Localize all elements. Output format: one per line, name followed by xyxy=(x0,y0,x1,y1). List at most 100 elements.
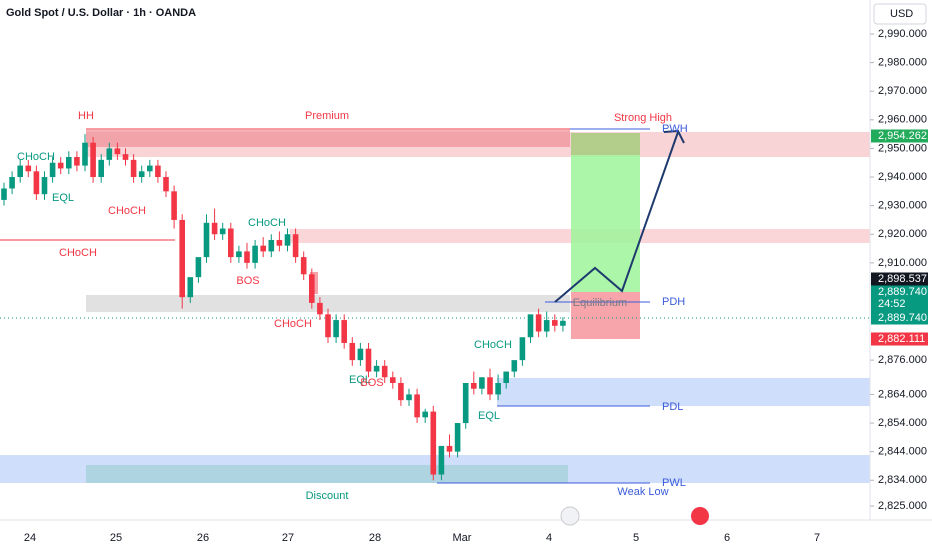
candle-body xyxy=(25,165,32,172)
candle-body xyxy=(41,177,48,195)
candle-body xyxy=(90,142,96,178)
candle-body xyxy=(260,245,266,252)
candle-body xyxy=(479,377,485,389)
candle-body xyxy=(527,314,534,338)
candle-body xyxy=(365,348,372,372)
candle-body xyxy=(300,257,307,275)
currency-box xyxy=(873,3,927,25)
annotation: EQL xyxy=(52,192,74,204)
target-box xyxy=(571,133,640,292)
candle-body xyxy=(495,382,501,395)
x-tick-label: 5 xyxy=(633,532,639,544)
candle-body xyxy=(130,159,137,178)
annotation: EQL xyxy=(478,410,500,422)
y-tick-label: 2,876.000 xyxy=(878,354,927,366)
candle-body xyxy=(195,257,202,278)
y-tick-label: 2,980.000 xyxy=(878,57,927,69)
candle-body xyxy=(203,222,210,258)
currency: USD xyxy=(890,8,913,20)
candle-body xyxy=(357,348,364,361)
y-tick-label: 2,930.000 xyxy=(878,200,927,212)
candle-body xyxy=(390,377,396,383)
price-label: 2,889.740 xyxy=(878,286,927,298)
candle-body xyxy=(147,165,153,172)
annotation: Equilibrium xyxy=(573,297,627,309)
y-tick-label: 2,920.000 xyxy=(878,228,927,240)
candle-body xyxy=(292,234,299,258)
candle-body xyxy=(373,365,380,372)
candle-body xyxy=(228,228,234,258)
candle-body xyxy=(560,320,566,326)
annotation: CHoCH xyxy=(108,205,146,217)
candle-body xyxy=(106,148,113,160)
candle-body xyxy=(333,320,339,338)
annotation: HH xyxy=(78,110,94,122)
x-tick-label: 27 xyxy=(282,532,294,544)
annotation: PWL xyxy=(662,477,686,489)
candle-body xyxy=(422,411,428,418)
stop-box xyxy=(571,292,640,339)
annotation: Strong High xyxy=(614,112,672,124)
candle-body xyxy=(122,154,129,160)
candle-body xyxy=(17,165,23,178)
candle-body xyxy=(284,234,291,246)
candle-body xyxy=(487,377,493,395)
annotation: CHoCH xyxy=(248,217,286,229)
candle-body xyxy=(325,314,331,338)
y-tick-label: 2,960.000 xyxy=(878,114,927,126)
candle-body xyxy=(171,191,177,220)
candle-body xyxy=(519,337,526,361)
candle-body xyxy=(543,320,550,332)
candles xyxy=(1,134,566,481)
candle-body xyxy=(138,171,145,178)
x-tick-label: 28 xyxy=(369,532,381,544)
candle-body xyxy=(276,239,283,246)
event-icon[interactable] xyxy=(560,506,580,526)
x-tick-label: 7 xyxy=(814,532,820,544)
price-label-box xyxy=(871,332,928,346)
candle-body xyxy=(82,142,88,166)
y-tick-label: 2,844.000 xyxy=(878,446,927,458)
y-tick-label: 2,825.000 xyxy=(878,500,927,512)
candle-body xyxy=(511,360,518,372)
candle-body xyxy=(535,314,542,332)
x-tick-label: 4 xyxy=(546,532,552,544)
discount-overlap xyxy=(86,465,568,483)
annotation: CHoCH xyxy=(17,151,55,163)
candle-body xyxy=(74,157,80,166)
candle-body xyxy=(236,251,242,258)
candle-body xyxy=(268,239,275,252)
candle-body xyxy=(211,222,218,235)
annotation: BOS xyxy=(360,377,383,389)
annotation: EQL xyxy=(349,374,371,386)
candle-body xyxy=(446,445,453,452)
candle-body xyxy=(219,228,226,235)
price-label: 2,954.262 xyxy=(878,130,927,142)
demand-zone xyxy=(497,378,870,406)
equilibrium-zone xyxy=(86,295,570,312)
candle-body xyxy=(462,382,469,424)
title: Gold Spot / U.S. Dollar · 1h · OANDA xyxy=(6,7,196,19)
candle-body xyxy=(33,171,40,195)
y-tick-label: 2,864.000 xyxy=(878,388,927,400)
y-tick-label: 2,940.000 xyxy=(878,171,927,183)
y-tick-label: 2,990.000 xyxy=(878,28,927,40)
candle-body xyxy=(244,251,250,263)
price-label-box xyxy=(871,272,928,286)
candle-body xyxy=(430,411,437,475)
candle-body xyxy=(398,382,404,401)
annotation: CHoCH xyxy=(274,318,312,330)
price-label: 2,882.111 xyxy=(878,333,925,345)
candle-body xyxy=(317,302,323,315)
candle-body xyxy=(252,245,258,263)
annotation: BOS xyxy=(236,275,259,287)
flag-icon[interactable] xyxy=(691,507,709,525)
y-tick-label: 2,970.000 xyxy=(878,85,927,97)
y-tick-label: 2,950.000 xyxy=(878,142,927,154)
candle-body xyxy=(98,159,104,178)
candle-body xyxy=(187,277,194,298)
candle-body xyxy=(9,177,15,189)
annotation: Premium xyxy=(305,110,349,122)
candle-body xyxy=(438,445,445,475)
